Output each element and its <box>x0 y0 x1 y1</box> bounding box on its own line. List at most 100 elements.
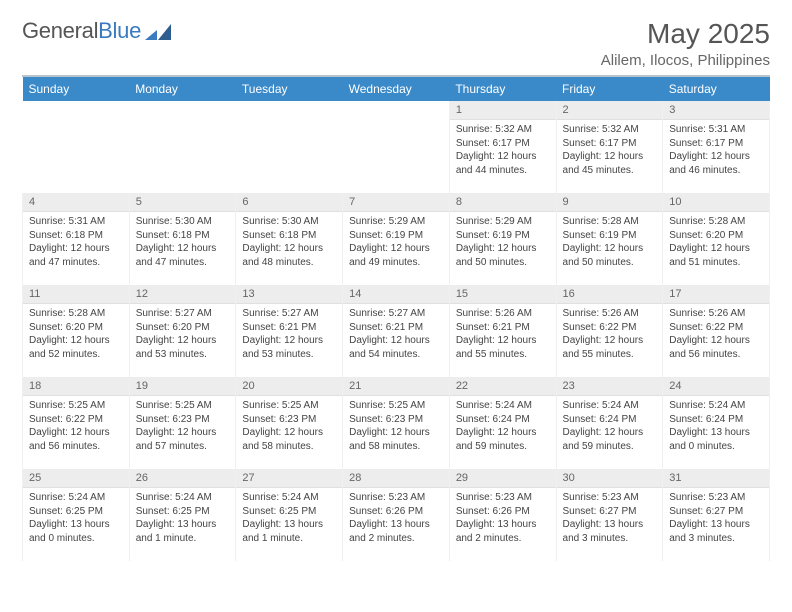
day-number: 3 <box>663 101 769 120</box>
day-number: 9 <box>557 193 663 212</box>
weekday-header: Sunday <box>23 77 130 101</box>
day-number: 7 <box>343 193 449 212</box>
daylight-text: Daylight: 12 hours and 56 minutes. <box>669 334 763 361</box>
calendar-cell: 5Sunrise: 5:30 AMSunset: 6:18 PMDaylight… <box>129 193 236 285</box>
sunrise-text: Sunrise: 5:31 AM <box>669 123 763 137</box>
day-number: 8 <box>450 193 556 212</box>
calendar-row: 18Sunrise: 5:25 AMSunset: 6:22 PMDayligh… <box>23 377 770 469</box>
logo: GeneralBlue <box>22 18 171 44</box>
sunrise-text: Sunrise: 5:32 AM <box>563 123 657 137</box>
sunrise-text: Sunrise: 5:23 AM <box>349 491 443 505</box>
sunset-text: Sunset: 6:27 PM <box>669 505 763 519</box>
day-details: Sunrise: 5:32 AMSunset: 6:17 PMDaylight:… <box>557 120 663 181</box>
calendar-cell: 4Sunrise: 5:31 AMSunset: 6:18 PMDaylight… <box>23 193 130 285</box>
daylight-text: Daylight: 12 hours and 48 minutes. <box>242 242 336 269</box>
day-details: Sunrise: 5:25 AMSunset: 6:23 PMDaylight:… <box>236 396 342 457</box>
page-header: GeneralBlue May 2025 Alilem, Ilocos, Phi… <box>22 18 770 69</box>
sunset-text: Sunset: 6:20 PM <box>29 321 123 335</box>
sunset-text: Sunset: 6:19 PM <box>349 229 443 243</box>
daylight-text: Daylight: 13 hours and 1 minute. <box>242 518 336 545</box>
day-number: 24 <box>663 377 769 396</box>
day-number: 20 <box>236 377 342 396</box>
weekday-header: Monday <box>129 77 236 101</box>
calendar-cell: 29Sunrise: 5:23 AMSunset: 6:26 PMDayligh… <box>449 469 556 561</box>
calendar-cell <box>129 101 236 193</box>
day-number: 12 <box>130 285 236 304</box>
day-details: Sunrise: 5:26 AMSunset: 6:21 PMDaylight:… <box>450 304 556 365</box>
calendar-cell: 21Sunrise: 5:25 AMSunset: 6:23 PMDayligh… <box>343 377 450 469</box>
day-details: Sunrise: 5:23 AMSunset: 6:27 PMDaylight:… <box>557 488 663 549</box>
day-details: Sunrise: 5:26 AMSunset: 6:22 PMDaylight:… <box>557 304 663 365</box>
daylight-text: Daylight: 12 hours and 58 minutes. <box>242 426 336 453</box>
calendar-row: 1Sunrise: 5:32 AMSunset: 6:17 PMDaylight… <box>23 101 770 193</box>
calendar-cell: 3Sunrise: 5:31 AMSunset: 6:17 PMDaylight… <box>663 101 770 193</box>
calendar-cell: 2Sunrise: 5:32 AMSunset: 6:17 PMDaylight… <box>556 101 663 193</box>
calendar-cell: 27Sunrise: 5:24 AMSunset: 6:25 PMDayligh… <box>236 469 343 561</box>
day-number: 19 <box>130 377 236 396</box>
day-number: 26 <box>130 469 236 488</box>
sunrise-text: Sunrise: 5:28 AM <box>669 215 763 229</box>
sunrise-text: Sunrise: 5:28 AM <box>563 215 657 229</box>
calendar-cell <box>23 101 130 193</box>
day-details: Sunrise: 5:23 AMSunset: 6:27 PMDaylight:… <box>663 488 769 549</box>
day-details: Sunrise: 5:29 AMSunset: 6:19 PMDaylight:… <box>343 212 449 273</box>
day-number: 27 <box>236 469 342 488</box>
daylight-text: Daylight: 12 hours and 57 minutes. <box>136 426 230 453</box>
sunrise-text: Sunrise: 5:24 AM <box>242 491 336 505</box>
sunset-text: Sunset: 6:17 PM <box>456 137 550 151</box>
logo-text-b: Blue <box>98 18 141 44</box>
day-number: 4 <box>23 193 129 212</box>
calendar-table: SundayMondayTuesdayWednesdayThursdayFrid… <box>22 77 770 561</box>
sunset-text: Sunset: 6:19 PM <box>563 229 657 243</box>
calendar-cell: 31Sunrise: 5:23 AMSunset: 6:27 PMDayligh… <box>663 469 770 561</box>
sunset-text: Sunset: 6:23 PM <box>242 413 336 427</box>
sunset-text: Sunset: 6:22 PM <box>563 321 657 335</box>
sunrise-text: Sunrise: 5:29 AM <box>349 215 443 229</box>
sunrise-text: Sunrise: 5:23 AM <box>563 491 657 505</box>
day-details: Sunrise: 5:27 AMSunset: 6:21 PMDaylight:… <box>236 304 342 365</box>
calendar-cell <box>236 101 343 193</box>
calendar-cell: 20Sunrise: 5:25 AMSunset: 6:23 PMDayligh… <box>236 377 343 469</box>
calendar-cell: 16Sunrise: 5:26 AMSunset: 6:22 PMDayligh… <box>556 285 663 377</box>
day-details: Sunrise: 5:30 AMSunset: 6:18 PMDaylight:… <box>130 212 236 273</box>
sunrise-text: Sunrise: 5:24 AM <box>29 491 123 505</box>
sunset-text: Sunset: 6:22 PM <box>669 321 763 335</box>
sunrise-text: Sunrise: 5:25 AM <box>29 399 123 413</box>
sunrise-text: Sunrise: 5:25 AM <box>136 399 230 413</box>
sunset-text: Sunset: 6:26 PM <box>349 505 443 519</box>
calendar-cell: 14Sunrise: 5:27 AMSunset: 6:21 PMDayligh… <box>343 285 450 377</box>
day-number: 31 <box>663 469 769 488</box>
day-details: Sunrise: 5:28 AMSunset: 6:20 PMDaylight:… <box>663 212 769 273</box>
day-number: 16 <box>557 285 663 304</box>
location-text: Alilem, Ilocos, Philippines <box>601 52 770 69</box>
day-details: Sunrise: 5:32 AMSunset: 6:17 PMDaylight:… <box>450 120 556 181</box>
day-number: 23 <box>557 377 663 396</box>
calendar-cell <box>343 101 450 193</box>
daylight-text: Daylight: 12 hours and 54 minutes. <box>349 334 443 361</box>
calendar-cell: 12Sunrise: 5:27 AMSunset: 6:20 PMDayligh… <box>129 285 236 377</box>
sunset-text: Sunset: 6:21 PM <box>349 321 443 335</box>
calendar-cell: 28Sunrise: 5:23 AMSunset: 6:26 PMDayligh… <box>343 469 450 561</box>
day-number: 25 <box>23 469 129 488</box>
day-details: Sunrise: 5:27 AMSunset: 6:20 PMDaylight:… <box>130 304 236 365</box>
sunrise-text: Sunrise: 5:30 AM <box>242 215 336 229</box>
calendar-cell: 18Sunrise: 5:25 AMSunset: 6:22 PMDayligh… <box>23 377 130 469</box>
calendar-cell: 30Sunrise: 5:23 AMSunset: 6:27 PMDayligh… <box>556 469 663 561</box>
day-number: 17 <box>663 285 769 304</box>
daylight-text: Daylight: 12 hours and 45 minutes. <box>563 150 657 177</box>
day-details: Sunrise: 5:25 AMSunset: 6:23 PMDaylight:… <box>343 396 449 457</box>
calendar-body: 1Sunrise: 5:32 AMSunset: 6:17 PMDaylight… <box>23 101 770 561</box>
calendar-row: 25Sunrise: 5:24 AMSunset: 6:25 PMDayligh… <box>23 469 770 561</box>
day-details: Sunrise: 5:28 AMSunset: 6:19 PMDaylight:… <box>557 212 663 273</box>
daylight-text: Daylight: 13 hours and 0 minutes. <box>669 426 763 453</box>
daylight-text: Daylight: 12 hours and 46 minutes. <box>669 150 763 177</box>
day-number: 1 <box>450 101 556 120</box>
day-number: 22 <box>450 377 556 396</box>
sunset-text: Sunset: 6:27 PM <box>563 505 657 519</box>
sunrise-text: Sunrise: 5:24 AM <box>563 399 657 413</box>
daylight-text: Daylight: 12 hours and 47 minutes. <box>29 242 123 269</box>
weekday-header: Saturday <box>663 77 770 101</box>
sunrise-text: Sunrise: 5:23 AM <box>669 491 763 505</box>
day-number: 10 <box>663 193 769 212</box>
day-number: 21 <box>343 377 449 396</box>
